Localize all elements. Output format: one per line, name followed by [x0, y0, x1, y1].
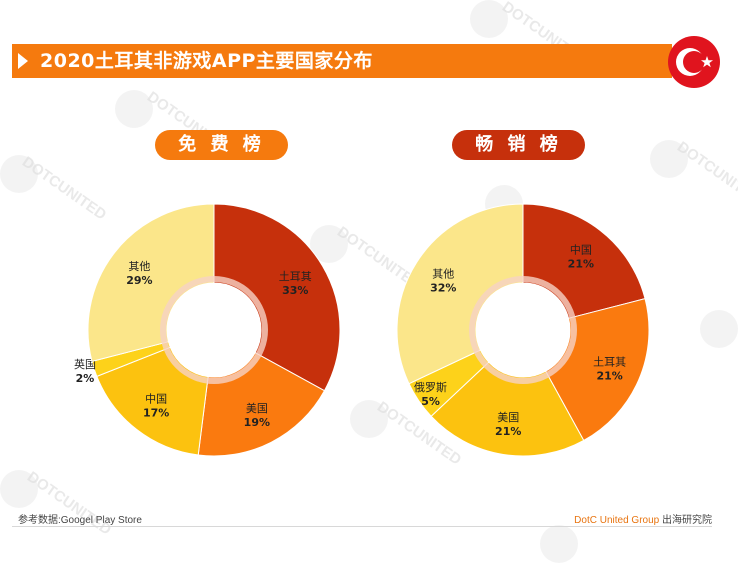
slice-label: 其他 — [128, 260, 150, 273]
watermark-logo — [350, 400, 388, 438]
play-arrow-icon — [18, 53, 28, 69]
chart-title-grossing: 畅 销 榜 — [452, 130, 585, 160]
slice-value: 29% — [126, 274, 152, 287]
slice-label: 俄罗斯 — [414, 381, 447, 394]
page-title: 2020土耳其非游戏APP主要国家分布 — [40, 50, 373, 72]
title-bar: 2020土耳其非游戏APP主要国家分布 — [12, 44, 672, 78]
slice-label: 中国 — [145, 393, 167, 406]
watermark-logo — [540, 525, 578, 563]
donut-inner-ring — [469, 276, 577, 384]
slice-value: 21% — [495, 425, 521, 438]
slice-value: 5% — [421, 395, 440, 408]
donut-inner-ring — [160, 276, 268, 384]
watermark-logo — [0, 470, 38, 508]
slice-value: 32% — [430, 281, 456, 294]
watermark-logo — [0, 155, 38, 193]
slice-label: 土耳其 — [279, 270, 312, 283]
turkey-flag-icon — [668, 36, 720, 88]
slice-value: 33% — [282, 284, 308, 297]
watermark-logo — [470, 0, 508, 38]
slice-value: 19% — [244, 416, 270, 429]
slice-value: 21% — [596, 369, 622, 382]
donut-hole — [167, 283, 261, 377]
slice-label: 英国 — [74, 357, 96, 371]
donut-hole — [476, 283, 570, 377]
slice-label: 土耳其 — [593, 355, 626, 368]
chart-title-free: 免 费 榜 — [155, 130, 288, 160]
footer-brand-suffix: 出海研究院 — [659, 515, 712, 526]
slice-value: 2% — [76, 372, 95, 385]
slice-label: 中国 — [570, 243, 592, 256]
footer-source: 参考数据:Googel Play Store — [18, 515, 142, 526]
slice-label: 美国 — [497, 411, 519, 424]
watermark-logo — [115, 90, 153, 128]
slice-label: 其他 — [432, 267, 454, 280]
slice-label: 美国 — [246, 402, 268, 415]
footer-divider — [12, 526, 712, 527]
footer-brand: DotC United Group — [574, 515, 660, 526]
footer-credit: DotC United Group 出海研究院 — [574, 511, 712, 526]
slice-value: 21% — [568, 257, 594, 270]
watermark-logo — [700, 310, 738, 348]
watermark-logo — [650, 140, 688, 178]
slice-value: 17% — [143, 407, 169, 420]
